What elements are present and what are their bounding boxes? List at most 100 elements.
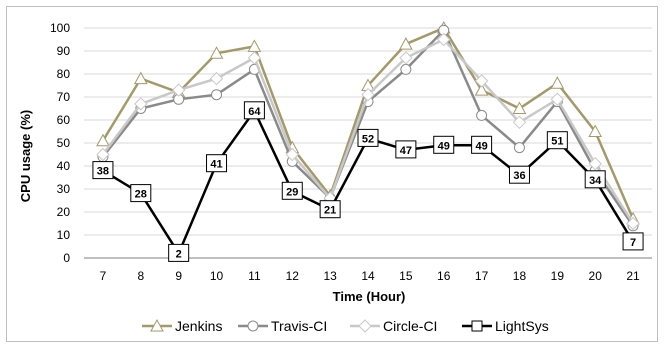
legend-item: Jenkins <box>142 318 222 334</box>
legend-label: Travis-CI <box>271 318 327 334</box>
x-axis-ticks: 7 8 9 10 11 12 13 14 15 16 17 18 19 20 21 <box>100 269 640 283</box>
data-label: 21 <box>324 205 336 217</box>
diamond-marker <box>626 216 640 231</box>
data-label: 49 <box>475 140 487 152</box>
diamond-marker <box>361 87 375 102</box>
data-label: 64 <box>248 106 261 118</box>
y-tick-label: 80 <box>57 67 71 81</box>
data-label-box <box>206 154 228 173</box>
y-tick-label: 90 <box>57 44 71 58</box>
x-tick-label: 20 <box>589 269 603 283</box>
triangle-marker <box>150 318 164 332</box>
x-tick-label: 17 <box>475 269 489 283</box>
diamond-marker <box>474 74 489 88</box>
data-label-box <box>357 128 379 147</box>
x-tick-label: 13 <box>323 269 337 283</box>
y-axis-title: CPU usage (%) <box>18 110 33 202</box>
diamond-marker <box>588 156 602 171</box>
diamond-marker <box>96 147 110 162</box>
series-circle-ci <box>96 32 640 231</box>
data-label-box <box>546 131 568 150</box>
data-label: 7 <box>630 237 636 249</box>
x-tick-label: 11 <box>248 269 261 283</box>
y-tick-label: 70 <box>57 90 71 104</box>
series-jenkins <box>96 20 640 225</box>
series-lightsys: 38 28 2 41 64 29 21 52 47 49 49 36 51 34 7 <box>92 101 644 262</box>
x-tick-label: 18 <box>513 269 527 283</box>
square-marker <box>471 320 483 332</box>
legend-item: Travis-CI <box>238 318 327 334</box>
data-label: 34 <box>589 175 602 187</box>
data-label: 49 <box>438 140 450 152</box>
diamond-marker <box>134 97 148 111</box>
series-line <box>101 28 635 227</box>
y-tick-label: 0 <box>63 251 70 265</box>
legend-item: LightSys <box>462 318 549 334</box>
y-tick-label: 60 <box>57 113 71 127</box>
legend-label: LightSys <box>495 318 549 334</box>
diamond-marker <box>437 32 451 47</box>
circle-marker <box>476 109 488 121</box>
data-label-box <box>622 232 644 251</box>
circle-marker <box>513 142 525 154</box>
data-label-box <box>584 170 606 189</box>
data-label: 38 <box>97 166 109 178</box>
data-label: 51 <box>551 136 563 148</box>
triangle-marker <box>550 76 565 89</box>
diamond-marker <box>512 115 527 130</box>
data-label: 28 <box>135 189 147 201</box>
circle-marker <box>400 63 412 75</box>
circle-marker <box>211 89 223 101</box>
data-label-box <box>92 161 114 180</box>
data-label-box <box>243 101 265 120</box>
y-tick-label: 40 <box>57 159 71 173</box>
diamond-marker <box>171 83 186 97</box>
data-label-box <box>130 184 152 203</box>
chart-frame <box>6 6 658 342</box>
y-tick-label: 50 <box>57 136 71 150</box>
y-axis-ticks: 0 10 20 30 40 50 60 70 80 90 100 <box>50 21 70 265</box>
data-label: 2 <box>176 248 182 260</box>
data-label-box <box>281 181 303 200</box>
x-tick-label: 15 <box>399 269 413 283</box>
data-label-box <box>168 243 190 262</box>
x-tick-label: 8 <box>137 269 144 283</box>
y-tick-label: 20 <box>57 205 71 219</box>
triangle-marker <box>512 101 527 114</box>
triangle-marker <box>588 124 603 137</box>
data-label: 52 <box>362 133 374 145</box>
diamond-marker <box>550 92 565 107</box>
triangle-marker <box>209 46 224 59</box>
data-label-box <box>319 200 341 219</box>
triangle-marker <box>399 37 413 50</box>
triangle-marker <box>474 83 489 96</box>
series-travis-ci <box>97 24 639 232</box>
y-tick-label: 30 <box>57 182 71 196</box>
diamond-marker <box>285 147 299 162</box>
diamond-marker <box>247 51 262 65</box>
data-label-box <box>395 140 417 159</box>
data-label: 29 <box>286 186 298 198</box>
data-label-box <box>471 135 493 154</box>
y-tick-label: 10 <box>57 228 71 242</box>
legend: Jenkins Travis-CI Circle-CI LightSys <box>142 318 549 334</box>
x-tick-label: 16 <box>437 269 451 283</box>
x-tick-label: 7 <box>100 269 107 283</box>
legend-item: Circle-CI <box>350 318 437 334</box>
triangle-marker <box>96 133 110 147</box>
data-label: 41 <box>210 159 222 171</box>
triangle-marker <box>133 71 148 85</box>
legend-label: Jenkins <box>175 318 222 334</box>
diamond-marker <box>358 319 372 333</box>
diamond-marker <box>209 71 224 86</box>
x-tick-label: 12 <box>286 269 300 283</box>
x-tick-label: 14 <box>361 269 375 283</box>
x-tick-label: 21 <box>626 269 640 283</box>
x-axis-title: Time (Hour) <box>333 289 406 304</box>
circle-marker <box>247 320 259 332</box>
x-tick-label: 19 <box>551 269 565 283</box>
diamond-marker <box>399 51 413 65</box>
y-tick-label: 100 <box>50 21 70 35</box>
data-label-box <box>433 135 455 154</box>
